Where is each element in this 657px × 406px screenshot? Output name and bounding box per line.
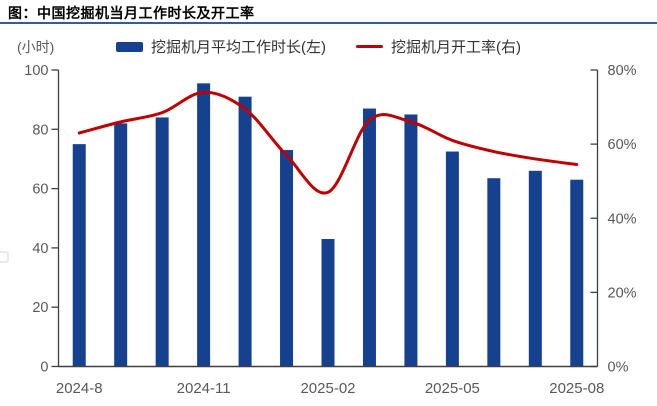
trend-line [77,90,579,195]
x-tick-label: 2025-08 [549,380,604,397]
bar [570,179,584,367]
bar [155,117,169,367]
y-tick-label-right: 40% [608,211,637,227]
y-tick-label-right: 0% [608,360,629,376]
x-tick-label: 2025-05 [425,380,480,397]
page-title: 图：中国挖掘机当月工作时长及开工率 [8,5,255,21]
title-underline [0,22,657,24]
bar [528,170,542,367]
legend-line-swatch-icon [356,45,383,48]
bar [280,150,294,367]
y-tick-label-left: 80 [32,122,48,138]
watermark-fragment [0,251,9,263]
bar [487,178,501,367]
legend-item-line: 挖掘机月开工率(右) [356,36,521,57]
bar [72,144,86,367]
chart-legend: 挖掘机月平均工作时长(左) 挖掘机月开工率(右) [116,36,521,57]
y-tick-label-right: 60% [608,137,637,153]
y-tick-label-left: 40 [32,241,48,257]
y-tick-label-left: 0 [40,360,48,376]
legend-line-label: 挖掘机月开工率(右) [391,39,521,56]
y-tick-label-right: 80% [608,63,637,79]
bar [114,123,128,367]
bar [238,96,252,367]
legend-bar-swatch-icon [116,41,143,52]
bar [362,108,376,367]
y-tick-label-left: 100 [24,63,48,79]
bar [321,239,335,367]
x-tick-label: 2024-11 [177,380,231,397]
legend-bar-label: 挖掘机月平均工作时长(左) [151,39,326,56]
legend-item-bars: 挖掘机月平均工作时长(左) [116,36,326,57]
bar [197,83,211,367]
bar [445,151,459,367]
y-tick-label-left: 60 [32,182,48,198]
x-tick-label: 2025-02 [300,380,355,397]
y-tick-label-left: 20 [32,300,48,316]
left-axis-unit-label: (小时) [17,39,55,55]
y-tick-label-right: 20% [608,285,637,301]
x-tick-label: 2024-8 [56,380,103,397]
bar [404,114,418,367]
